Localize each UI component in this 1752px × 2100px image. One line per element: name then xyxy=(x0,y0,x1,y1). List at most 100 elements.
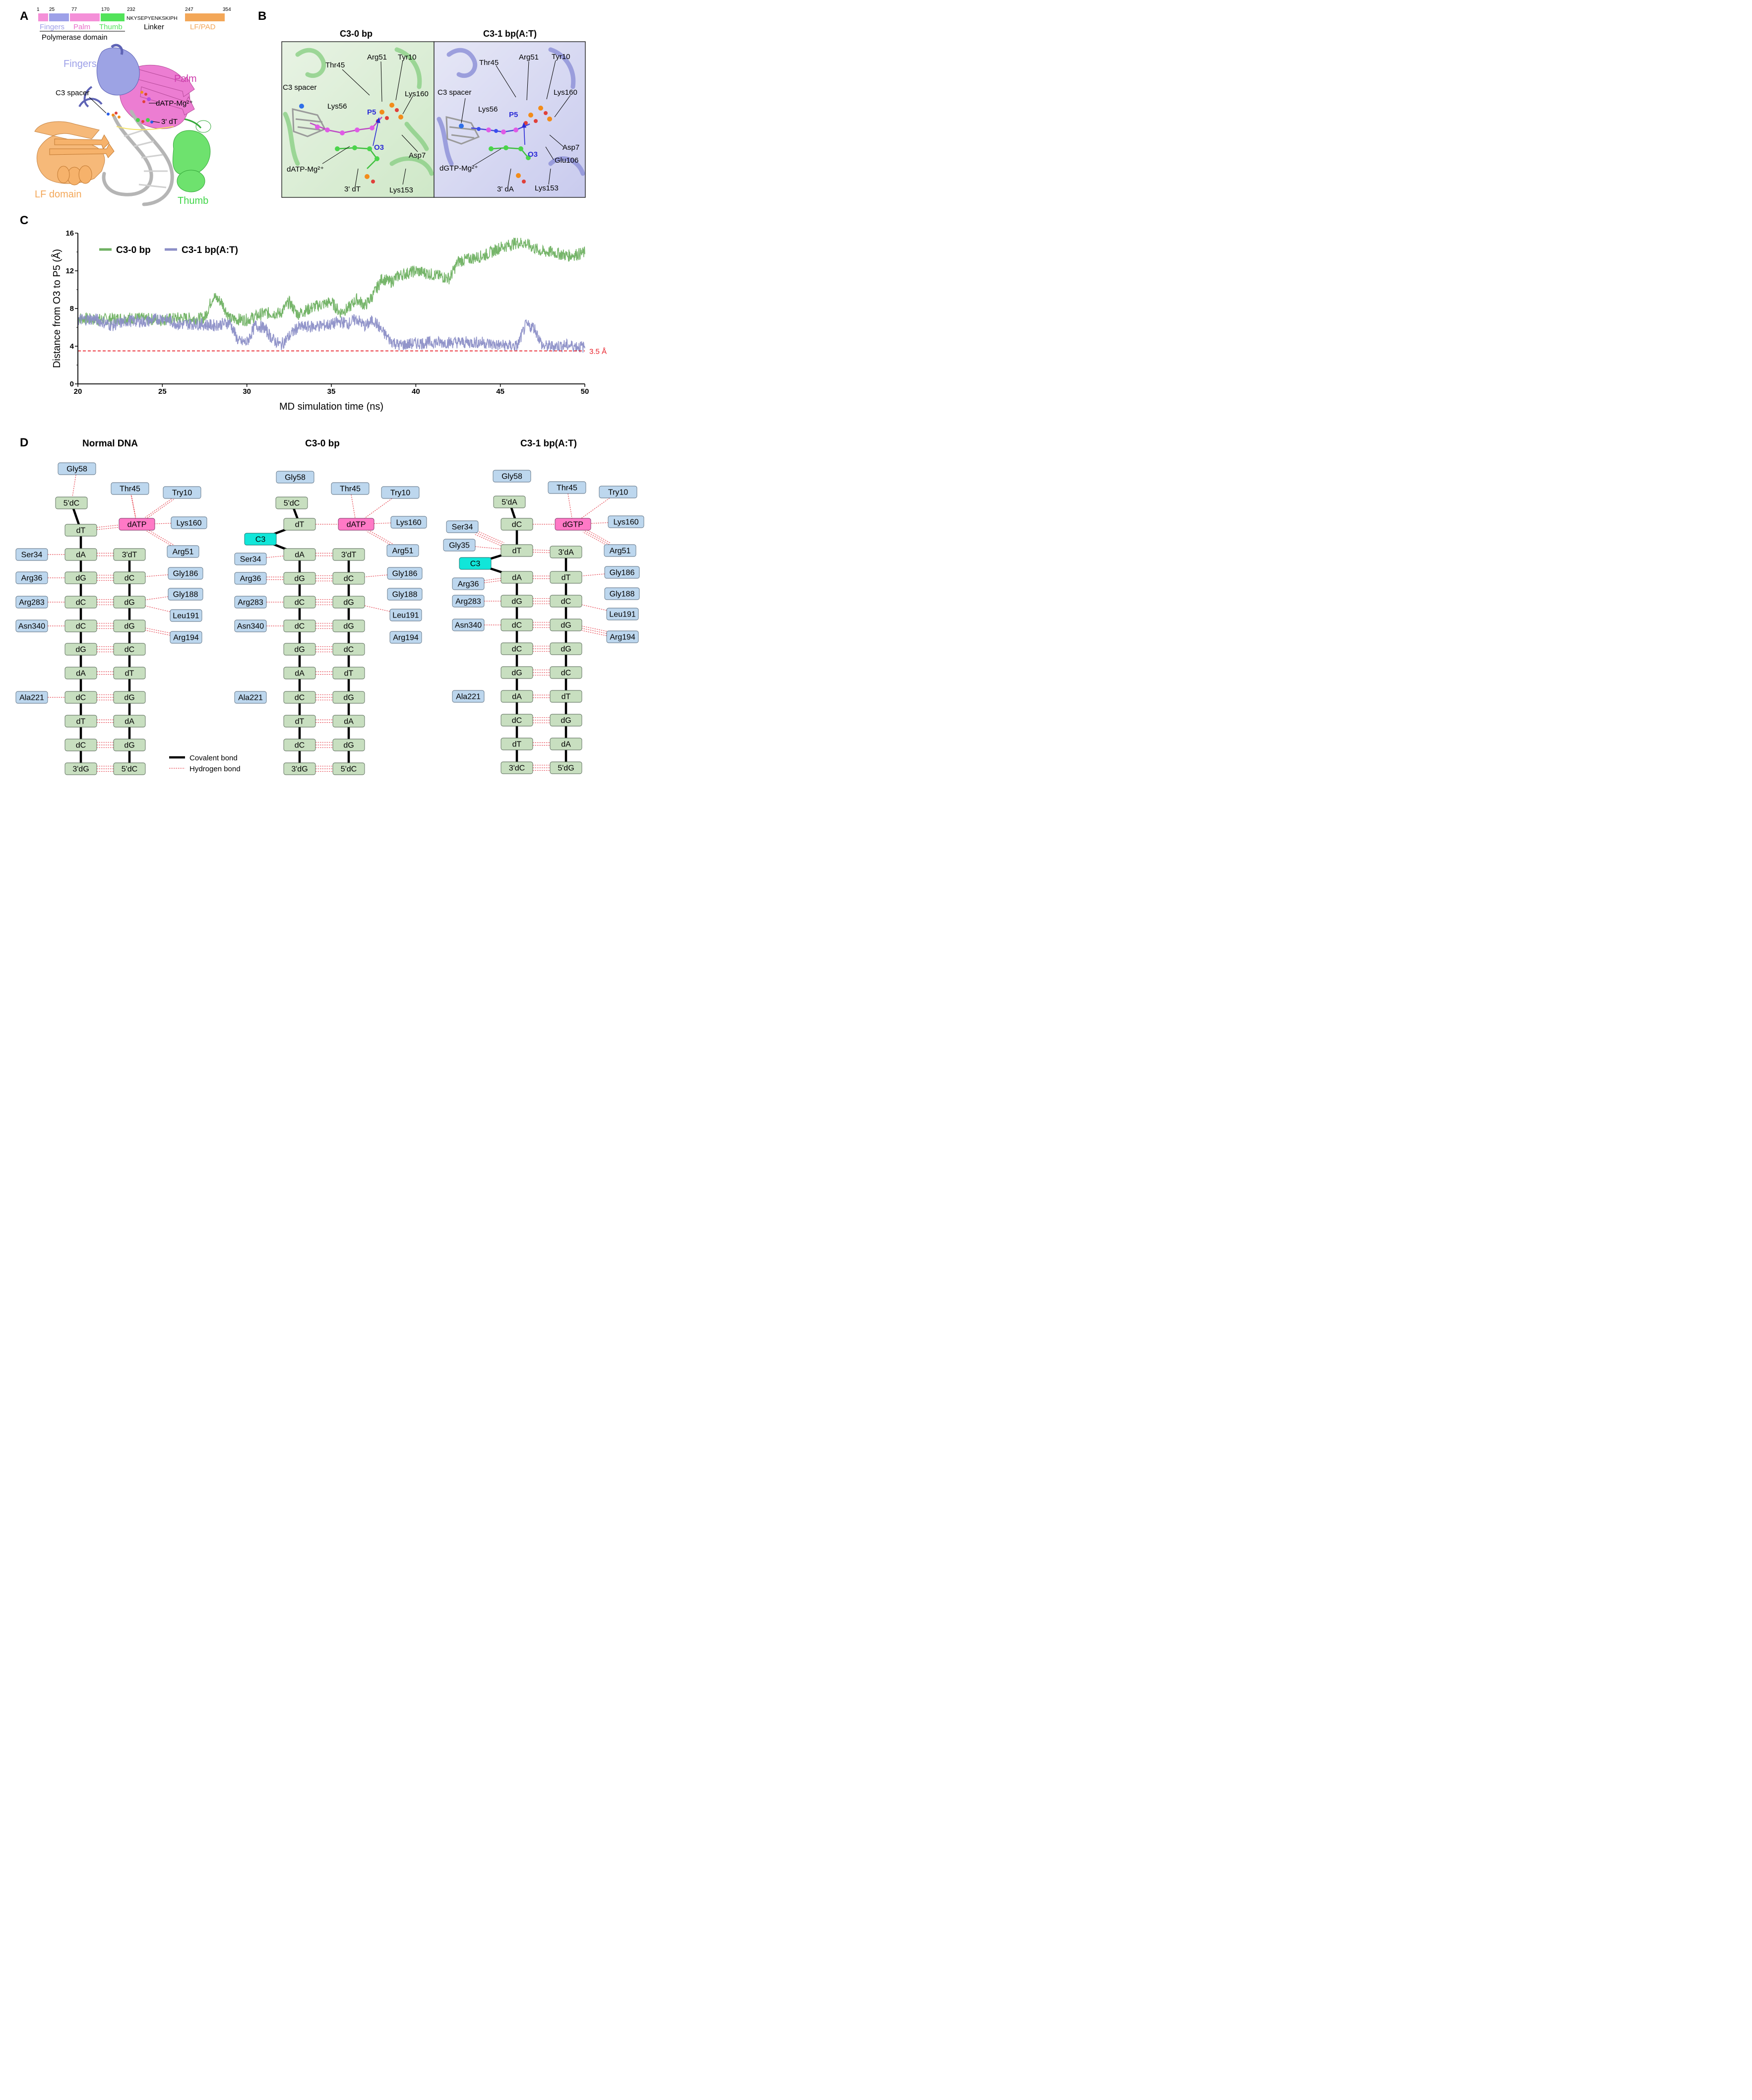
node-label: dC xyxy=(512,717,522,725)
node-box xyxy=(113,571,146,584)
node-box xyxy=(459,557,492,570)
node-base: dT xyxy=(113,667,146,679)
panel-b-right-structure xyxy=(437,47,585,187)
node-box xyxy=(332,619,365,632)
node-label: 3'dA xyxy=(558,549,574,557)
node-box xyxy=(64,548,97,561)
node-label: Ser34 xyxy=(452,523,473,532)
hydrogen-bond xyxy=(266,556,284,558)
node-label: Lys160 xyxy=(614,518,639,527)
node-base: dG xyxy=(501,595,533,608)
node-protein: Asn340 xyxy=(452,618,485,631)
node-label: dT xyxy=(125,670,134,678)
hydrogen-bond xyxy=(475,546,501,550)
node-box xyxy=(64,619,97,632)
node-label: Gly186 xyxy=(610,569,635,577)
series-line-c3-0bp xyxy=(77,238,585,327)
node-box xyxy=(550,761,582,774)
node-box xyxy=(283,667,316,679)
legend-label: C3-1 bp(A:T) xyxy=(182,245,238,255)
node-label: dC xyxy=(295,599,305,607)
node-protein: Gly58 xyxy=(276,471,314,484)
node-protein: Gly58 xyxy=(493,470,531,483)
node-protein: Arg283 xyxy=(452,595,485,608)
node-box xyxy=(168,567,203,580)
node-base: dC xyxy=(64,739,97,751)
node-box xyxy=(387,588,423,601)
node-label: dG xyxy=(343,694,354,702)
node-label: Asn340 xyxy=(237,622,264,631)
hydrogen-bond xyxy=(584,528,611,544)
node-box xyxy=(381,486,420,499)
node-label: Ala221 xyxy=(19,694,44,702)
node-label: dC xyxy=(76,694,86,702)
hydrogen-bond xyxy=(147,529,174,545)
node-label: dG xyxy=(124,622,134,631)
node-label: Arg51 xyxy=(610,547,631,556)
domain-block-thumb xyxy=(101,13,125,21)
hydrogen-bond xyxy=(583,530,610,545)
node-base: dG xyxy=(283,572,316,585)
node-box xyxy=(332,762,365,775)
hydrogen-bond xyxy=(366,531,392,546)
hydrogen-bond xyxy=(96,524,120,528)
node-label: 3'dT xyxy=(122,551,137,559)
node-box xyxy=(599,486,637,498)
node-protein: Gly186 xyxy=(168,567,203,580)
node-base: dC xyxy=(501,714,533,727)
x-tick-label: 25 xyxy=(158,387,167,396)
node-base: dG xyxy=(550,618,582,631)
node-box xyxy=(234,619,267,632)
node-base: 5'dC xyxy=(113,762,146,775)
hydrogen-bond xyxy=(72,474,76,497)
node-label: dG xyxy=(75,574,86,583)
domain-pos-77: 77 xyxy=(71,7,77,12)
node-base: dT xyxy=(501,738,533,750)
node-box xyxy=(389,609,422,621)
hydrogen-bond xyxy=(145,574,169,577)
domain-block-palm xyxy=(70,13,100,21)
hydrogen-bond xyxy=(364,605,390,612)
node-base: 3'dA xyxy=(550,546,582,558)
node-box xyxy=(606,608,639,620)
node-box xyxy=(15,596,48,609)
node-box xyxy=(493,495,526,508)
hydrogen-bond xyxy=(130,494,136,518)
domain-label-linker: Linker xyxy=(144,23,164,31)
node-box xyxy=(170,609,202,622)
node-protein: Ser34 xyxy=(234,553,267,565)
node-box xyxy=(452,577,485,590)
panel-b: B C3-0 bp C3-1 bp(A:T) xyxy=(258,9,586,198)
node-box xyxy=(550,618,582,631)
node-box xyxy=(501,714,533,727)
node-box xyxy=(234,691,267,704)
node-base: dG xyxy=(332,619,365,632)
node-protein: Arg36 xyxy=(234,572,267,585)
node-label: 3'dG xyxy=(72,765,89,774)
node-box xyxy=(283,619,316,632)
node-box xyxy=(443,539,476,552)
node-box xyxy=(111,482,149,495)
b-left-label-o3: O3 xyxy=(374,143,384,152)
diagram-title: C3-0 bp xyxy=(305,438,340,449)
node-box xyxy=(64,524,97,537)
node-base: 5'dC xyxy=(332,762,365,775)
legend-label: C3-0 bp xyxy=(116,245,151,255)
domain-label-lf: LF/PAD xyxy=(190,23,216,31)
node-label: Arg283 xyxy=(238,599,263,607)
node-protein: Gly35 xyxy=(443,539,476,552)
panel-a: A 1 25 77 170 232 247 354 NKYSEPYENKSKIP… xyxy=(20,7,231,206)
threshold-label: 3.5 Å xyxy=(589,348,607,356)
node-box xyxy=(234,572,267,585)
node-box xyxy=(501,571,533,584)
node-label: dT xyxy=(344,670,354,678)
node-base: dC xyxy=(113,571,146,584)
node-box xyxy=(163,486,201,499)
node-base: dC xyxy=(283,739,316,751)
node-box xyxy=(338,518,375,531)
node-label: Lys160 xyxy=(177,519,202,528)
node-protein: Lys160 xyxy=(390,516,427,529)
x-tick-label: 45 xyxy=(496,387,504,396)
node-box xyxy=(283,762,316,775)
node-label: dC xyxy=(561,598,571,606)
